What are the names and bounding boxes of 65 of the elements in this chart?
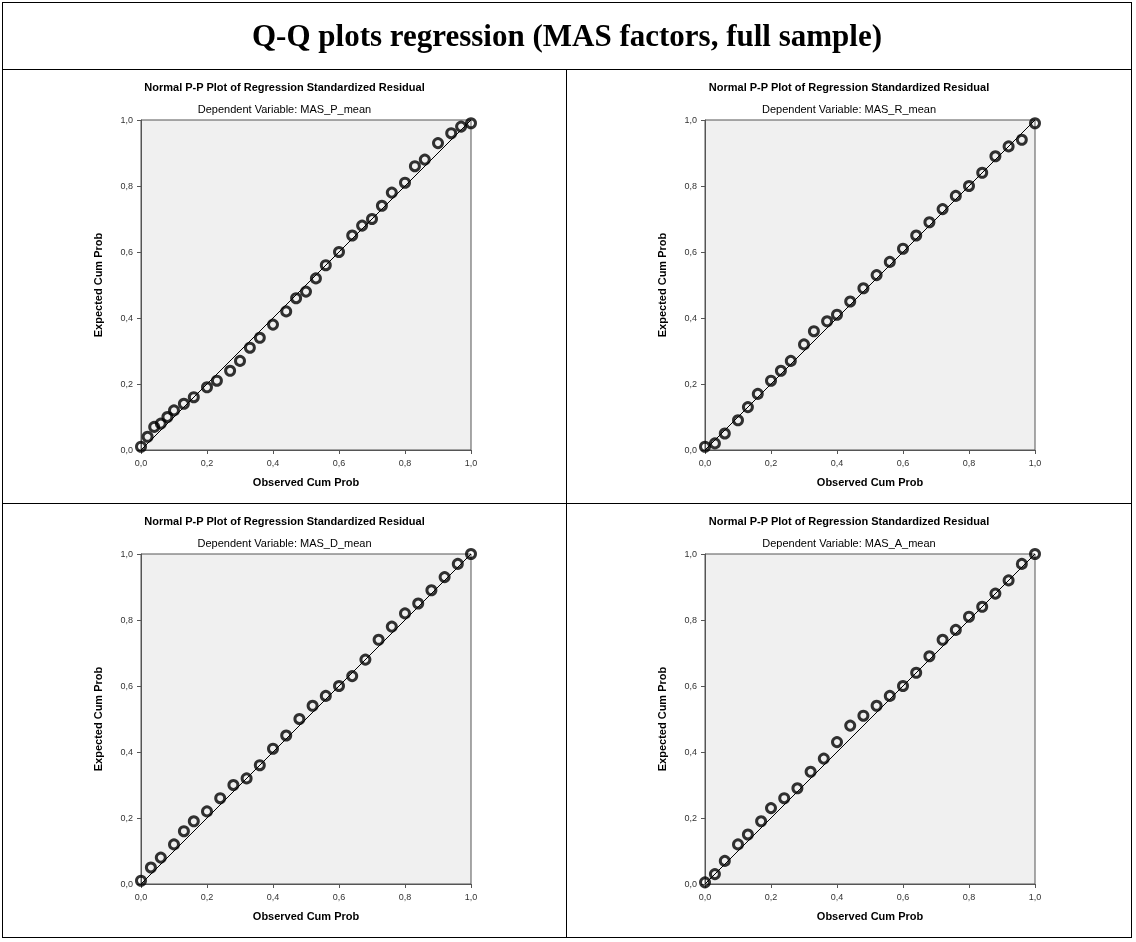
x-tick-label: 0,2 [200, 457, 214, 468]
chart-subtitle: Dependent Variable: MAS_D_mean [197, 536, 372, 549]
x-tick-label: 1,0 [1028, 457, 1042, 468]
chart-title: Normal P-P Plot of Regression Standardized Residual [144, 80, 425, 93]
x-tick-label: 0,2 [764, 457, 778, 468]
y-tick-label: 1,0 [120, 549, 133, 559]
y-tick-label: 0,0 [120, 879, 133, 889]
x-tick-label: 0,0 [134, 457, 148, 468]
y-tick-label: 0,4 [120, 747, 133, 757]
y-tick-label: 0,2 [684, 813, 697, 823]
x-tick-label: 0,8 [398, 891, 412, 902]
y-tick-label: 0,4 [684, 747, 697, 757]
y-tick-label: 0,4 [120, 313, 133, 323]
x-axis-title: Observed Cum Prob [816, 475, 924, 488]
y-tick-label: 0,6 [684, 681, 697, 691]
x-tick-label: 0,0 [698, 891, 712, 902]
x-tick-label: 0,2 [764, 891, 778, 902]
y-tick-label: 0,2 [684, 379, 697, 389]
y-tick-label: 0,2 [120, 379, 133, 389]
text: Q-Q plots regression (MAS factors, full sample) [3, 3, 1131, 70]
x-axis-title: Observed Cum Prob [816, 909, 924, 922]
y-tick-label: 1,0 [684, 115, 697, 125]
chart-title: Normal P-P Plot of Regression Standardized Residual [144, 514, 425, 527]
x-tick-label: 0,6 [896, 457, 910, 468]
y-axis-title: Expected Cum Prob [91, 666, 104, 772]
y-tick-label: 1,0 [684, 549, 697, 559]
x-tick-label: 0,4 [830, 891, 844, 902]
x-tick-label: 0,6 [896, 891, 910, 902]
x-tick-label: 0,8 [962, 457, 976, 468]
chart-subtitle: Dependent Variable: MAS_R_mean [761, 102, 937, 115]
y-axis-title: Expected Cum Prob [655, 666, 668, 772]
y-tick-label: 1,0 [120, 115, 133, 125]
x-tick-label: 0,4 [266, 891, 280, 902]
y-tick-label: 0,0 [120, 445, 133, 455]
y-axis-title: Expected Cum Prob [655, 232, 668, 338]
x-tick-label: 1,0 [1028, 891, 1042, 902]
x-tick-label: 0,0 [134, 891, 148, 902]
x-axis-title: Observed Cum Prob [252, 909, 360, 922]
y-tick-label: 0,0 [684, 879, 697, 889]
y-tick-label: 0,8 [684, 615, 697, 625]
x-tick-label: 0,8 [962, 891, 976, 902]
x-axis-title: Observed Cum Prob [252, 475, 360, 488]
x-tick-label: 0,6 [332, 891, 346, 902]
y-tick-label: 0,6 [684, 247, 697, 257]
y-tick-label: 0,2 [120, 813, 133, 823]
y-tick-label: 0,8 [120, 181, 133, 191]
y-tick-label: 0,6 [120, 247, 133, 257]
chart-title: Normal P-P Plot of Regression Standardized Residual [708, 514, 990, 527]
x-tick-label: 0,8 [398, 457, 412, 468]
x-tick-label: 1,0 [464, 457, 478, 468]
y-tick-label: 0,6 [120, 681, 133, 691]
y-tick-label: 0,8 [120, 615, 133, 625]
x-tick-label: 1,0 [464, 891, 478, 902]
y-axis-title: Expected Cum Prob [91, 232, 104, 338]
y-tick-label: 0,0 [684, 445, 697, 455]
x-tick-label: 0,4 [830, 457, 844, 468]
x-tick-label: 0,4 [266, 457, 280, 468]
chart-title: Normal P-P Plot of Regression Standardized Residual [708, 80, 990, 93]
x-tick-label: 0,2 [200, 891, 214, 902]
chart-subtitle: Dependent Variable: MAS_P_mean [197, 102, 372, 115]
chart-subtitle: Dependent Variable: MAS_A_mean [762, 536, 936, 549]
y-tick-label: 0,4 [684, 313, 697, 323]
x-tick-label: 0,0 [698, 457, 712, 468]
x-tick-label: 0,6 [332, 457, 346, 468]
y-tick-label: 0,8 [684, 181, 697, 191]
